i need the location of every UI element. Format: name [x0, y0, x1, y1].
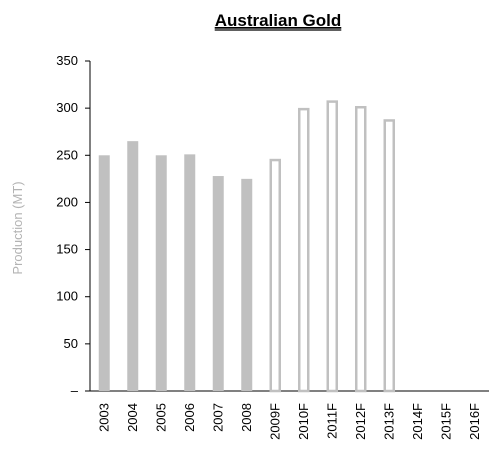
chart-title: Australian Gold: [215, 11, 342, 30]
bar-forecast: [298, 107, 310, 393]
x-tick-label: 2003: [96, 403, 111, 432]
x-tick-label: 2016F: [467, 403, 482, 440]
x-tick-label: 2007: [210, 403, 225, 432]
bar-actual: [241, 178, 253, 391]
y-tick-label: –: [71, 383, 79, 398]
bar-actual: [184, 154, 196, 391]
x-tick-label: 2013F: [381, 403, 396, 440]
bar-forecast: [269, 158, 281, 393]
x-axis: 2003 2004 2005 2006 2007 2008 2009F 2010F 2011F 2…: [90, 390, 489, 440]
x-tick-label: 2009F: [267, 403, 282, 440]
bar-actual: [98, 155, 110, 391]
bar-actual: [127, 141, 139, 391]
x-tick-label: 2010F: [296, 403, 311, 440]
x-tick-label: 2011F: [324, 403, 339, 439]
x-tick-label: 2006: [182, 403, 197, 432]
y-tick-label: 150: [56, 242, 78, 257]
x-tick-label: 2005: [153, 403, 168, 432]
y-tick-label: 300: [56, 100, 78, 115]
bar-forecast: [355, 106, 367, 393]
y-axis: – 50 100 150 200 250 300 350: [56, 53, 91, 398]
y-tick-label: 350: [56, 53, 78, 68]
x-tick-label: 2012F: [353, 403, 368, 440]
y-axis-label: Production (MT): [10, 181, 25, 274]
x-tick-label: 2004: [125, 403, 140, 432]
bar-actual: [212, 176, 224, 391]
y-tick-label: 100: [56, 289, 78, 304]
bar-actual: [155, 155, 167, 391]
y-tick-label: 250: [56, 147, 78, 162]
bar-forecast: [383, 119, 395, 393]
y-tick-label: 200: [56, 194, 78, 209]
x-tick-label: 2015F: [438, 403, 453, 440]
bar-forecast: [326, 100, 338, 393]
x-tick-label: 2008: [239, 403, 254, 432]
x-tick-label: 2014F: [410, 403, 425, 440]
y-tick-label: 50: [64, 336, 78, 351]
bars: [98, 100, 395, 393]
